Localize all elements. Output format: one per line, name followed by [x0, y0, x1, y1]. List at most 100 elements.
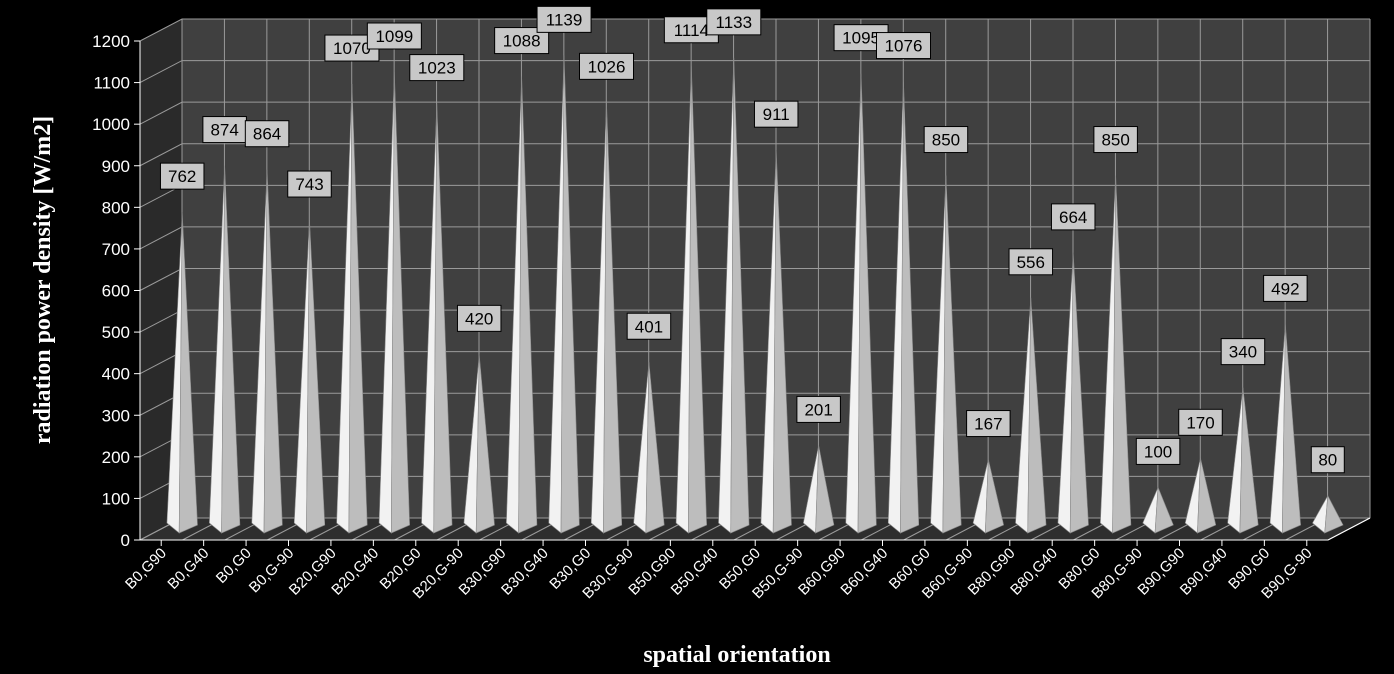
- svg-text:664: 664: [1059, 208, 1087, 227]
- data-label: 556: [1008, 248, 1054, 276]
- x-axis-title: spatial orientation: [643, 642, 830, 668]
- cone-bar: [845, 73, 877, 534]
- svg-text:1114: 1114: [674, 21, 709, 40]
- y-tick-label: 1000: [92, 115, 130, 134]
- svg-text:1076: 1076: [885, 37, 923, 56]
- data-label: 100: [1135, 437, 1181, 465]
- y-tick-label: 300: [102, 406, 130, 425]
- data-label: 874: [202, 116, 247, 144]
- cone-bar: [293, 220, 326, 534]
- cone-bar: [421, 103, 453, 534]
- data-label: 201: [796, 395, 841, 423]
- cone-bar: [209, 165, 241, 534]
- y-axis-title: radiation power density [W/m2]: [30, 116, 56, 444]
- y-tick-label: 900: [102, 157, 130, 176]
- x-axis-depth-line: [1327, 517, 1371, 541]
- cone-bar: [251, 169, 283, 534]
- cone-bar: [1184, 458, 1217, 534]
- cone-bar: [1100, 175, 1132, 534]
- data-label: 1139: [536, 5, 592, 33]
- svg-text:874: 874: [210, 121, 238, 140]
- svg-text:864: 864: [253, 125, 281, 144]
- x-tick-label: B60,G40: [837, 545, 891, 599]
- cone-bar: [1057, 252, 1089, 534]
- x-tick-label: B0,G40: [164, 545, 212, 593]
- data-label: 167: [966, 410, 1011, 438]
- cone-bar: [633, 362, 665, 534]
- x-tick-label: B80,G40: [1007, 545, 1061, 599]
- svg-text:1139: 1139: [546, 10, 583, 29]
- x-tick-label: B50,G40: [668, 545, 722, 599]
- svg-text:743: 743: [295, 175, 323, 194]
- svg-text:1095: 1095: [842, 29, 880, 48]
- cone-bar: [1269, 324, 1301, 534]
- cone-bar: [930, 175, 962, 534]
- svg-text:850: 850: [1101, 131, 1129, 150]
- svg-text:401: 401: [635, 317, 663, 336]
- data-label: 1026: [579, 52, 634, 80]
- y-tick-label: 0: [121, 531, 130, 550]
- data-label: 664: [1050, 203, 1096, 231]
- cone-bar: [675, 65, 707, 534]
- svg-text:1099: 1099: [375, 27, 413, 46]
- cone-bar: [506, 76, 538, 534]
- svg-text:1088: 1088: [503, 32, 541, 51]
- data-label: 401: [626, 312, 672, 340]
- svg-text:762: 762: [168, 167, 196, 186]
- svg-text:100: 100: [1144, 442, 1172, 461]
- data-label: 911: [753, 100, 799, 128]
- y-tick-label: 200: [102, 448, 130, 467]
- svg-text:850: 850: [932, 131, 960, 150]
- y-tick-label: 500: [102, 323, 130, 342]
- svg-text:1070: 1070: [333, 39, 371, 58]
- cone-bar: [1015, 297, 1047, 534]
- svg-text:911: 911: [763, 105, 790, 124]
- cone-bar: [378, 71, 410, 534]
- svg-text:1026: 1026: [588, 57, 626, 76]
- cone-bar: [548, 55, 580, 534]
- svg-text:420: 420: [465, 309, 493, 328]
- cone-bar: [1227, 387, 1259, 534]
- svg-text:556: 556: [1017, 253, 1045, 272]
- cone-bar: [718, 57, 750, 534]
- svg-text:170: 170: [1186, 413, 1214, 432]
- cone-bar: [463, 354, 495, 534]
- y-tick-label: 100: [102, 489, 130, 508]
- svg-text:80: 80: [1318, 451, 1337, 470]
- y-tick-label: 800: [102, 198, 130, 217]
- cone-bar: [972, 459, 1004, 534]
- svg-text:492: 492: [1271, 279, 1299, 298]
- data-label: 1076: [876, 32, 931, 60]
- svg-text:340: 340: [1229, 343, 1257, 362]
- y-tick-label: 600: [102, 282, 130, 301]
- cone-bar: [166, 212, 198, 534]
- data-label: 1023: [409, 54, 465, 82]
- svg-text:1023: 1023: [418, 59, 456, 78]
- data-label: 492: [1263, 274, 1308, 302]
- x-tick-label: B90,G40: [1177, 545, 1231, 599]
- cone-bar: [803, 445, 835, 534]
- data-label: 170: [1178, 408, 1223, 436]
- data-label: 420: [456, 304, 502, 332]
- y-tick-label: 700: [102, 240, 130, 259]
- data-label: 80: [1310, 446, 1345, 474]
- x-tick-label: B30,G40: [498, 545, 552, 599]
- x-tick-label: B0,G90: [122, 545, 170, 593]
- y-tick-label: 1100: [93, 74, 130, 93]
- data-label: 340: [1220, 338, 1266, 366]
- data-label: 1099: [366, 22, 422, 50]
- data-label: 850: [1093, 126, 1138, 154]
- cone-bar: [760, 150, 792, 534]
- data-label: 762: [159, 162, 205, 190]
- plot-walls: [140, 19, 1370, 540]
- cone-bar: [887, 81, 920, 534]
- data-label: 743: [287, 170, 332, 198]
- svg-text:1133: 1133: [716, 13, 753, 32]
- svg-text:167: 167: [974, 415, 1002, 434]
- cone-bar: [1312, 494, 1344, 534]
- svg-text:201: 201: [804, 400, 832, 419]
- cone-bar: [336, 84, 368, 534]
- y-tick-label: 1200: [92, 32, 130, 51]
